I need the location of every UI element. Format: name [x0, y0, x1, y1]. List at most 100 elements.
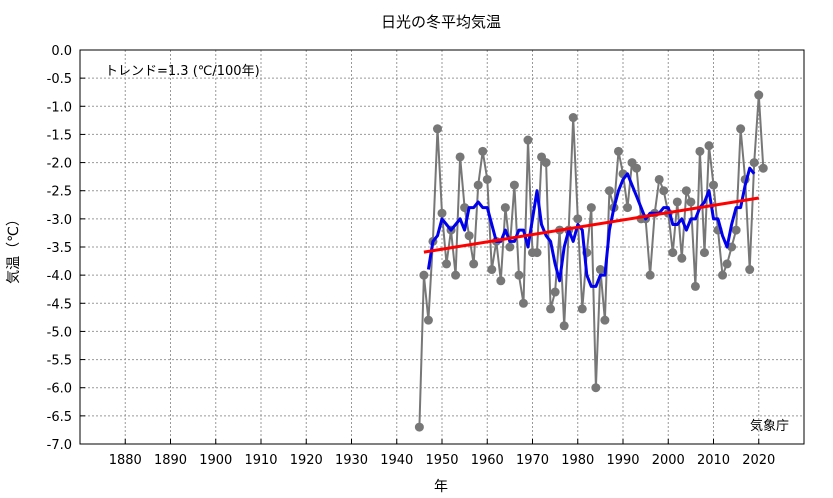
trend-annotation: トレンド=1.3 (℃/100年)	[105, 64, 260, 79]
data-point	[654, 174, 664, 184]
data-point	[672, 197, 682, 207]
data-point	[451, 270, 461, 280]
data-point	[423, 315, 433, 325]
data-point	[758, 163, 768, 173]
data-point	[745, 265, 755, 275]
y-tick-label: -2.5	[47, 185, 72, 200]
series-2-line	[423, 196, 760, 254]
data-point	[500, 203, 510, 213]
data-point	[532, 248, 542, 258]
x-tick-label: 1950	[425, 453, 458, 468]
data-point	[478, 146, 488, 156]
data-point	[573, 214, 583, 224]
data-point	[699, 248, 709, 258]
x-tick-label: 1900	[199, 453, 232, 468]
series-layer	[414, 90, 768, 432]
data-point	[600, 315, 610, 325]
data-point	[482, 174, 492, 184]
data-point	[722, 259, 732, 269]
y-tick-label: -0.5	[47, 72, 72, 87]
data-point	[695, 146, 705, 156]
data-point	[496, 276, 506, 286]
series-0	[414, 90, 768, 432]
x-axis: 1880 1890 1900 1910 1920 1930 1940 1950 1960 1970…	[109, 439, 775, 468]
data-point	[727, 242, 737, 252]
data-point	[550, 287, 560, 297]
data-point	[595, 265, 605, 275]
data-point	[591, 383, 601, 393]
data-point	[419, 270, 429, 280]
x-tick-label: 1960	[471, 453, 504, 468]
y-axis-label: 気温（℃）	[6, 212, 22, 284]
y-tick-label: -1.0	[47, 100, 72, 115]
x-axis-label: 年	[434, 479, 448, 495]
data-point	[518, 298, 528, 308]
y-tick-label: -2.0	[47, 157, 72, 172]
chart-title: 日光の冬平均気温	[381, 13, 501, 31]
data-point	[681, 186, 691, 196]
y-tick-label: -1.5	[47, 128, 72, 143]
data-point	[586, 203, 596, 213]
data-point	[432, 124, 442, 134]
data-point	[709, 180, 718, 190]
data-point	[749, 158, 759, 168]
data-point	[754, 90, 764, 100]
y-tick-label: -7.0	[47, 438, 72, 453]
data-point	[613, 146, 623, 156]
y-tick-label: -5.0	[47, 325, 72, 340]
data-point	[437, 208, 447, 218]
data-point	[523, 135, 533, 145]
y-tick-label: -3.0	[47, 213, 72, 228]
x-tick-label: 1930	[335, 453, 368, 468]
data-point	[604, 186, 614, 196]
series-2	[423, 196, 760, 254]
data-point	[731, 225, 741, 235]
data-point	[546, 304, 556, 314]
data-point	[632, 163, 642, 173]
data-point	[677, 253, 687, 263]
data-point	[690, 281, 700, 291]
x-tick-label: 2020	[742, 453, 775, 468]
data-point	[469, 259, 479, 269]
data-point	[645, 270, 655, 280]
data-point	[514, 270, 524, 280]
y-tick-label: -5.5	[47, 354, 72, 369]
y-tick-label: -4.5	[47, 297, 72, 312]
data-point	[736, 124, 746, 134]
x-tick-label: 2010	[697, 453, 730, 468]
data-point	[442, 259, 452, 269]
data-point	[577, 304, 587, 314]
data-point	[455, 152, 465, 162]
data-point	[487, 265, 497, 275]
data-point	[414, 422, 424, 432]
data-point	[505, 242, 515, 252]
x-tick-label: 1890	[154, 453, 187, 468]
x-tick-label: 1920	[290, 453, 323, 468]
data-point	[659, 186, 669, 196]
data-point	[704, 141, 714, 151]
y-tick-label: 0.0	[51, 44, 72, 59]
x-tick-label: 1970	[516, 453, 549, 468]
data-point	[473, 180, 483, 190]
y-tick-label: -6.0	[47, 382, 72, 397]
data-point	[559, 321, 569, 331]
source-label: 気象庁	[750, 418, 789, 434]
data-point	[623, 203, 633, 213]
data-point	[464, 231, 474, 241]
data-point	[668, 248, 678, 258]
x-tick-label: 1980	[561, 453, 594, 468]
x-tick-label: 2000	[652, 453, 685, 468]
data-point	[568, 113, 578, 123]
data-point	[541, 158, 551, 168]
x-tick-label: 1880	[109, 453, 142, 468]
data-point	[509, 180, 519, 190]
y-tick-label: -3.5	[47, 241, 72, 256]
y-axis: 0.0 -0.5 -1.0 -1.5 -2.0 -2.5 -3.0 -3.5 -4.0 -4.5 -…	[47, 44, 85, 453]
x-tick-label: 1990	[606, 453, 639, 468]
data-point	[686, 197, 696, 207]
x-tick-label: 1940	[380, 453, 413, 468]
data-point	[460, 203, 470, 213]
data-point	[718, 270, 728, 280]
y-tick-label: -6.5	[47, 410, 72, 425]
